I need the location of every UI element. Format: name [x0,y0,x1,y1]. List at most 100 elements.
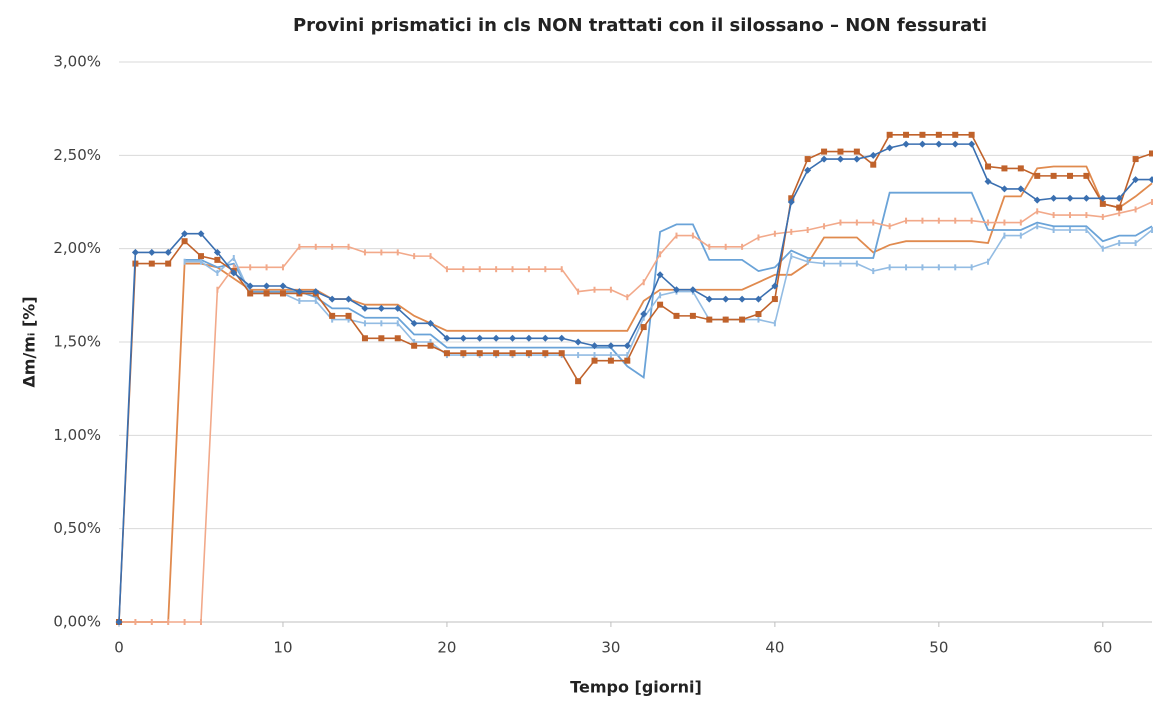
marker [380,320,383,327]
marker [1132,156,1139,163]
marker [902,140,910,148]
marker [1101,213,1104,220]
marker [1003,219,1006,226]
marker [1019,232,1022,239]
marker [823,260,826,267]
marker [656,271,664,279]
marker [298,297,301,304]
marker [806,227,809,233]
marker [872,268,875,275]
series-line [184,191,1153,380]
marker [773,230,776,237]
marker [771,282,779,290]
marker [593,352,596,359]
marker [165,260,172,267]
x-tick-label: 0 [114,639,124,657]
marker [345,295,353,303]
marker [574,338,582,346]
marker [970,217,973,224]
marker [263,290,270,297]
marker [1134,206,1137,213]
series-line [118,134,1153,623]
marker [905,217,908,224]
marker [492,334,500,342]
y-tick-label: 1,00% [53,426,101,444]
marker [281,264,284,271]
marker [935,131,942,138]
x-tick-label: 20 [437,639,456,657]
marker [935,140,943,148]
marker [1149,150,1153,157]
marker [672,286,680,294]
marker [757,316,760,323]
marker [167,619,170,625]
marker [347,316,350,323]
marker [1099,200,1106,207]
marker [396,320,399,327]
marker [411,342,418,349]
marker [591,342,599,350]
marker [1115,194,1123,202]
marker [872,219,875,226]
marker [689,312,696,319]
marker [722,316,729,323]
marker [1052,212,1055,219]
marker [544,266,547,273]
marker [148,260,155,267]
marker [1083,172,1090,179]
marker [836,155,844,163]
marker [329,312,336,319]
marker [1036,208,1039,215]
x-tick-label: 60 [1093,639,1112,657]
marker [837,148,844,155]
marker [839,219,842,226]
marker [739,316,746,323]
marker [855,260,858,267]
marker [577,288,580,295]
marker [213,248,221,256]
marker [806,258,809,265]
y-tick-label: 0,00% [53,613,101,631]
marker [1116,204,1123,211]
chart-title: Provini prismatici in cls NON trattati c… [293,15,987,36]
marker [640,324,647,331]
marker [134,619,137,625]
marker [1050,172,1057,179]
marker [659,292,662,299]
marker [312,288,320,296]
marker [853,148,860,155]
marker [413,339,416,345]
y-tick-label: 1,50% [53,333,101,351]
marker [987,219,990,226]
marker [790,228,793,235]
marker [558,334,566,342]
marker [937,264,940,271]
marker [347,243,350,250]
marker [511,266,514,273]
marker [459,334,467,342]
marker [1101,245,1104,252]
marker [314,297,317,304]
marker [1069,227,1072,233]
marker [855,219,858,226]
marker [609,352,612,359]
marker [1082,194,1090,202]
y-tick-label: 2,00% [53,239,101,257]
marker [279,282,287,290]
marker [754,295,762,303]
marker [410,319,418,327]
marker [970,264,973,271]
marker [150,619,153,625]
marker [820,155,828,163]
marker [1099,194,1107,202]
marker [788,195,795,202]
marker [1003,232,1006,239]
marker [691,232,694,239]
marker [476,334,484,342]
marker [968,131,975,138]
marker [1000,185,1008,193]
marker [1052,227,1055,233]
marker [888,223,891,230]
marker [790,253,793,260]
